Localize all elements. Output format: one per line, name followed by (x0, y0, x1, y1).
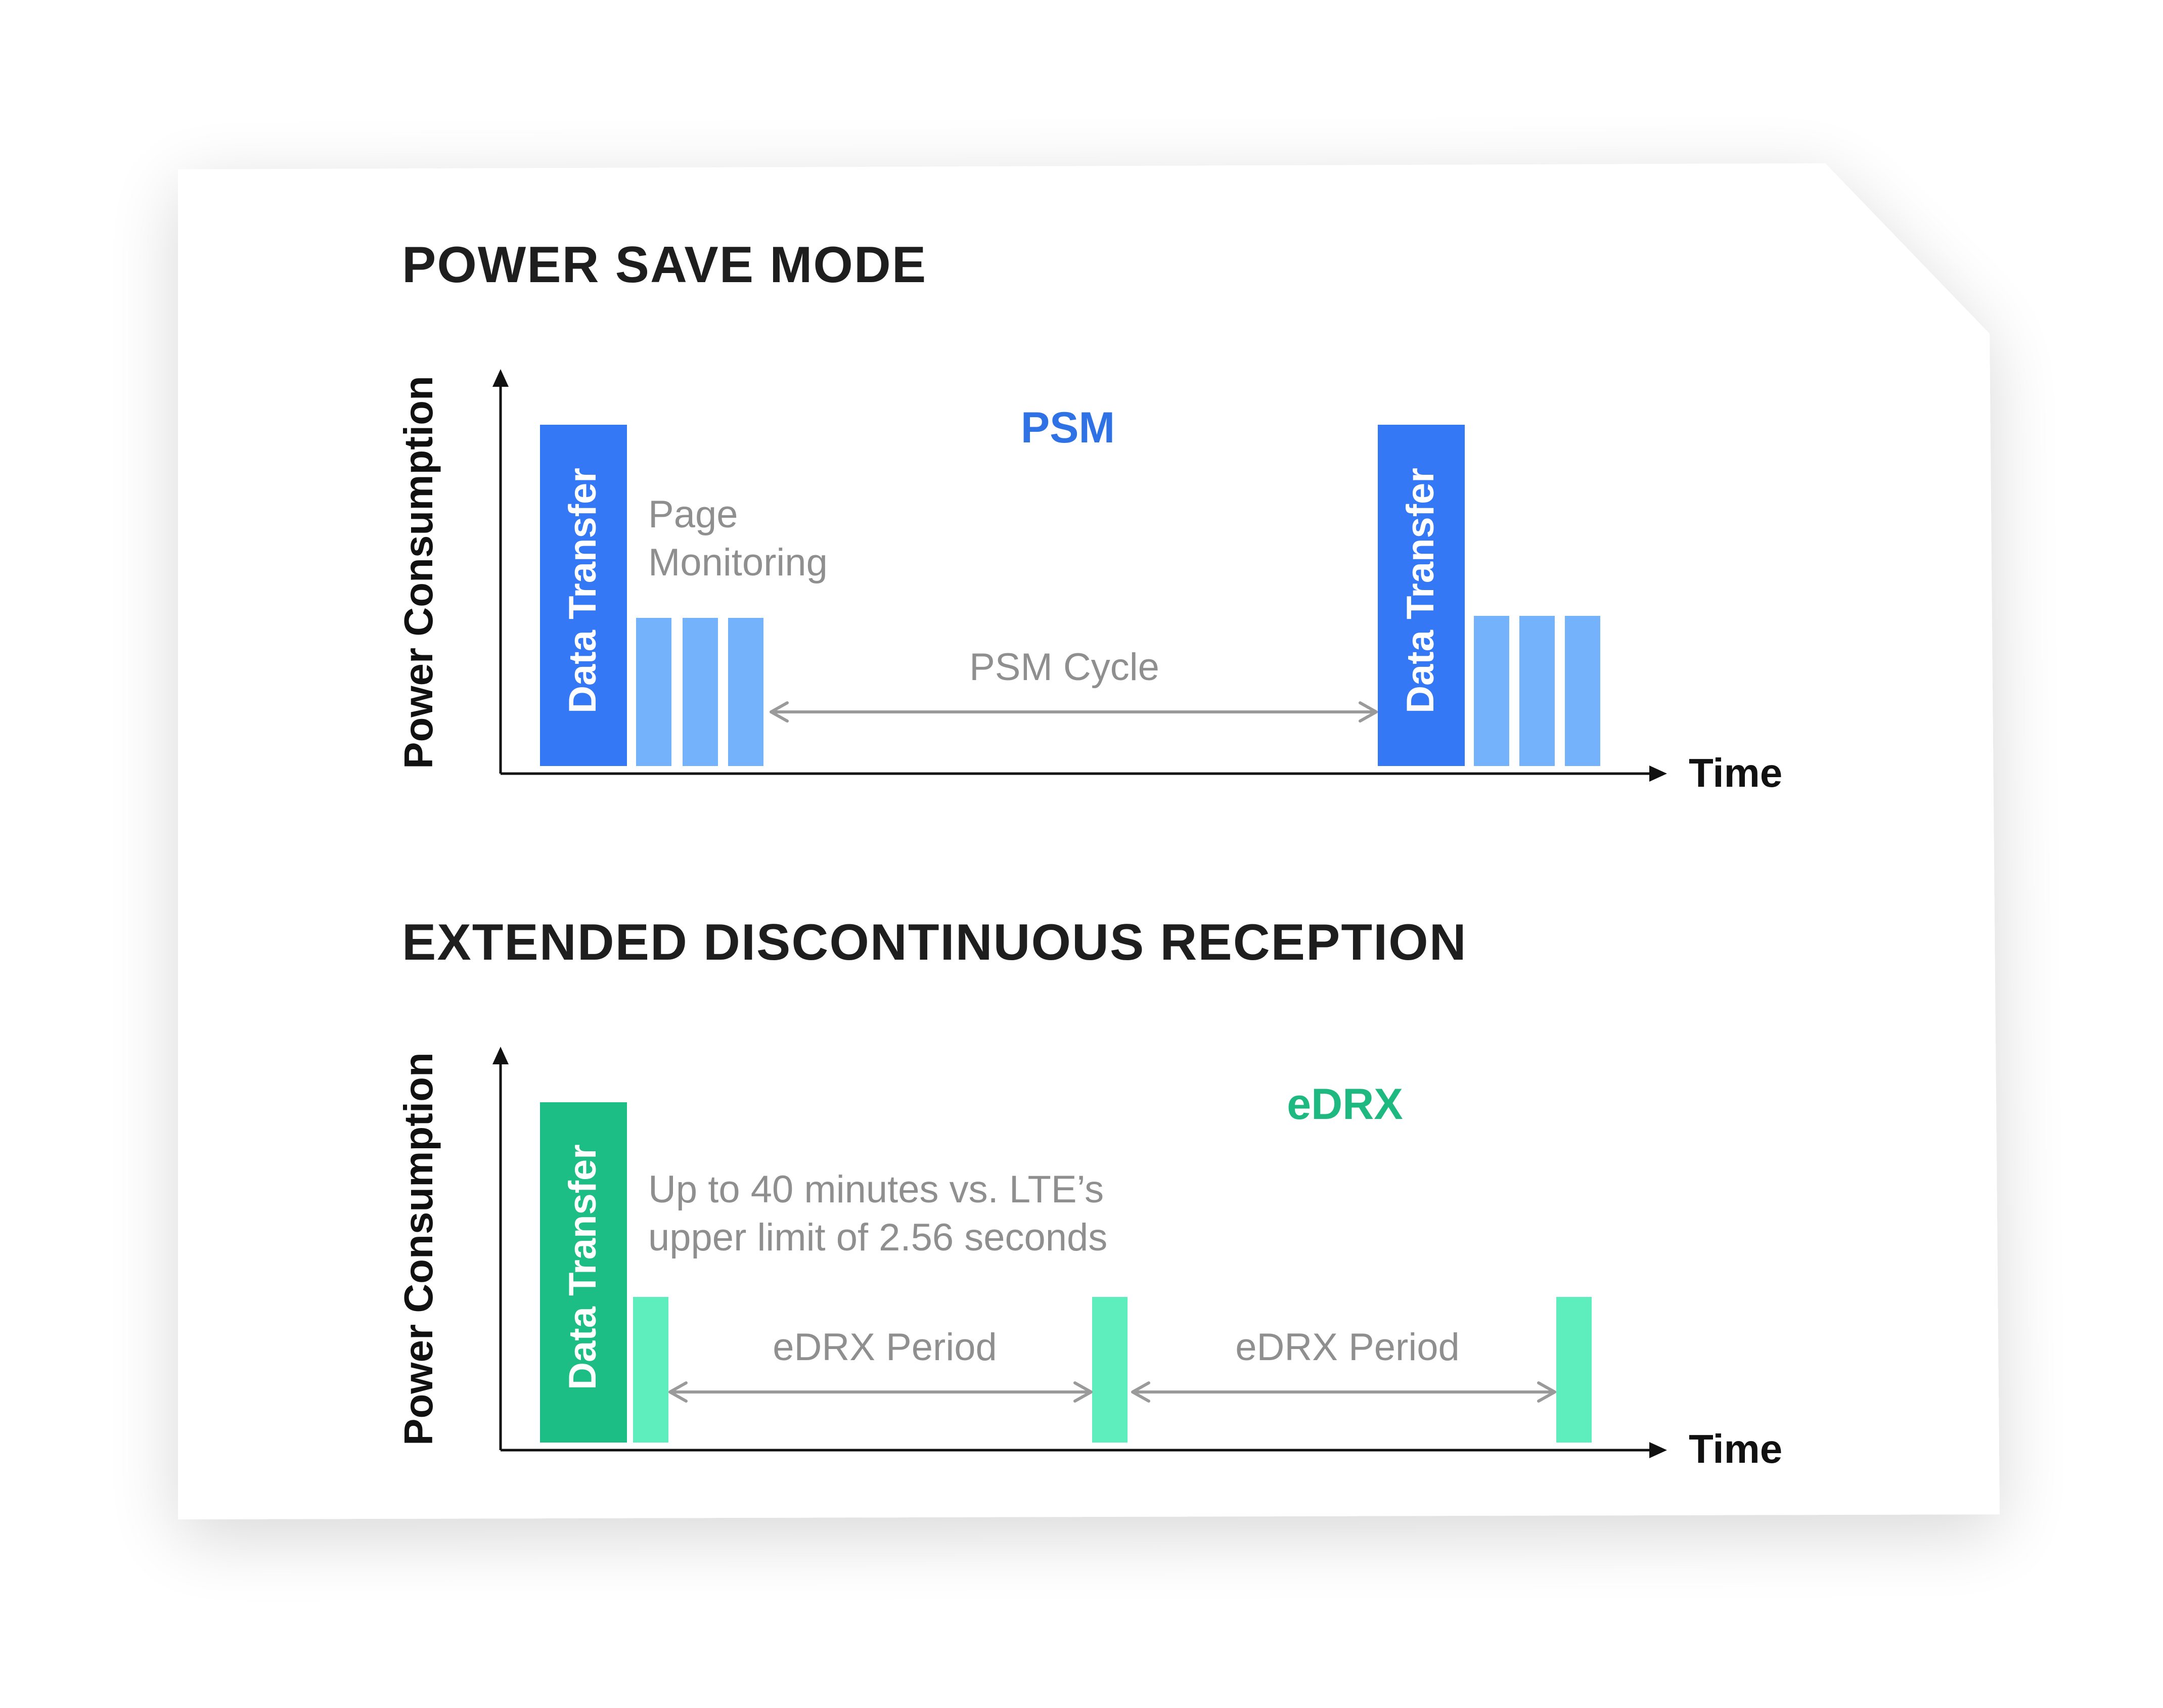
psm-page-monitoring-label-line1: Page (648, 493, 738, 536)
edrx-x-axis-label: Time (1689, 1426, 1782, 1471)
psm-x-axis-arrow (1649, 766, 1667, 782)
psm-axes (492, 369, 1667, 782)
psm-page-monitoring-bar-6 (1565, 616, 1600, 766)
psm-data-transfer-bar-2 (1378, 425, 1465, 766)
edrx-paging-bar-2 (1092, 1297, 1128, 1443)
edrx-mode-label: eDRX (1287, 1080, 1403, 1129)
psm-page-monitoring-bar-1 (636, 618, 671, 766)
psm-cycle-arrow (770, 701, 1378, 723)
psm-y-axis-label: Power Consumption (396, 376, 441, 769)
edrx-paging-bar-1 (633, 1297, 668, 1443)
edrx-data-transfer-bar (540, 1102, 627, 1443)
edrx-x-axis-arrow (1649, 1442, 1667, 1458)
psm-data-transfer-label-1: Data Transfer (561, 468, 604, 713)
psm-x-axis-label: Time (1689, 750, 1782, 795)
edrx-period-arrow-2 (1131, 1381, 1556, 1403)
psm-section-title: POWER SAVE MODE (402, 237, 927, 293)
edrx-data-transfer-label: Data Transfer (561, 1144, 604, 1390)
card-background (178, 163, 2000, 1519)
edrx-paging-bar-3 (1556, 1297, 1592, 1443)
edrx-y-axis-arrow (492, 1047, 509, 1064)
edrx-period-arrow-1 (668, 1381, 1093, 1403)
psm-y-axis-arrow (492, 369, 509, 387)
edrx-y-axis-label: Power Consumption (396, 1052, 441, 1446)
psm-mode-label: PSM (1021, 403, 1115, 452)
edrx-period-label-2: eDRX Period (1235, 1326, 1460, 1369)
psm-cycle-label: PSM Cycle (969, 646, 1159, 689)
psm-data-transfer-label-2: Data Transfer (1399, 468, 1442, 713)
edrx-note-line2: upper limit of 2.56 seconds (648, 1216, 1107, 1259)
edrx-axes (492, 1047, 1667, 1458)
psm-page-monitoring-bar-5 (1519, 616, 1555, 766)
psm-page-monitoring-label-line2: Monitoring (648, 541, 828, 584)
psm-data-transfer-bar-1 (540, 425, 627, 766)
edrx-period-label-1: eDRX Period (773, 1326, 997, 1369)
psm-page-monitoring-bar-2 (683, 618, 718, 766)
psm-page-monitoring-bar-3 (728, 618, 763, 766)
psm-page-monitoring-bar-4 (1474, 616, 1509, 766)
edrx-note-line1: Up to 40 minutes vs. LTE’s (648, 1168, 1104, 1211)
edrx-section-title: EXTENDED DISCONTINUOUS RECEPTION (402, 914, 1467, 971)
